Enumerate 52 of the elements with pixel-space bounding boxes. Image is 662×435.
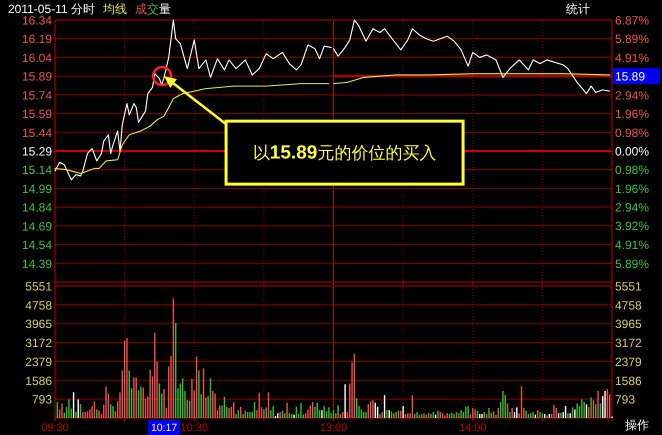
- y-tick-label: 1586: [615, 374, 642, 388]
- y-tick-label: 5551: [615, 280, 642, 294]
- y-tick-label: 15.44: [22, 126, 52, 140]
- y-tick-label: 16.04: [22, 50, 52, 65]
- text: 均线: [102, 2, 127, 16]
- y-tick-label: 5551: [25, 280, 52, 294]
- y-tick-label: 14.39: [22, 256, 52, 271]
- y2-tick-label: 3.92%: [615, 219, 650, 234]
- text: 操作: [625, 418, 649, 432]
- y-tick-label: 3965: [25, 317, 52, 332]
- y2-tick-label: 5.89%: [615, 32, 650, 46]
- y2-tick-label: 4.91%: [615, 50, 650, 65]
- y-tick-label: 14.99: [22, 182, 52, 196]
- y2-tick-label: 2.94%: [615, 88, 650, 102]
- y-tick-label: 15.74: [22, 88, 52, 102]
- x-tick-label: 10:30: [180, 422, 208, 434]
- y-tick-label: 2379: [25, 354, 52, 369]
- y-tick-label: 14.54: [22, 238, 52, 252]
- y-tick-label: 3172: [615, 336, 642, 350]
- y2-tick-label: 0.00%: [615, 144, 650, 158]
- y2-tick-label: 1.96%: [615, 107, 650, 122]
- y-tick-label: 4758: [615, 298, 642, 312]
- y-tick-label: 4758: [25, 298, 52, 312]
- y-tick-label: 15.59: [22, 107, 52, 122]
- x-tick-label: 09:30: [41, 422, 69, 434]
- y2-tick-label: 0.98%: [615, 126, 650, 140]
- y2-tick-label: 6.87%: [615, 14, 650, 28]
- y2-tick-label: 0.98%: [615, 163, 650, 178]
- y-tick-label: 15.89: [22, 70, 52, 84]
- y-tick-label: 793: [32, 392, 52, 407]
- y-tick-label: 793: [615, 392, 636, 407]
- y-tick-label: 3965: [615, 317, 642, 332]
- x-tick-label: 13:00: [320, 422, 348, 434]
- y2-tick-label: 4.91%: [615, 238, 650, 252]
- text: 统计: [566, 2, 590, 16]
- x-tick-label: 14:00: [458, 422, 487, 434]
- chart-title: 2011-05-11 分时: [8, 2, 95, 16]
- y-tick-label: 15.14: [22, 163, 52, 178]
- y-tick-label: 14.69: [22, 219, 52, 234]
- y-tick-label: 16.19: [22, 32, 52, 46]
- y-tick-label: 3172: [25, 336, 52, 350]
- text: 成交量: [134, 2, 171, 16]
- y2-tick-label: 5.89%: [615, 256, 650, 271]
- y-tick-label: 15.29: [22, 144, 52, 158]
- y2-tick-label: 2.94%: [615, 200, 650, 215]
- x-tick-label: 10:17: [150, 422, 178, 434]
- annotation: 以15.89元的价位的买入: [252, 142, 436, 164]
- y-tick-label: 16.34: [22, 14, 52, 28]
- y2-tick-label: 1.96%: [615, 182, 650, 196]
- y-tick-label: 1586: [25, 374, 52, 388]
- y-tick-label: 14.84: [22, 200, 52, 215]
- y-tick-label: 2379: [615, 354, 642, 369]
